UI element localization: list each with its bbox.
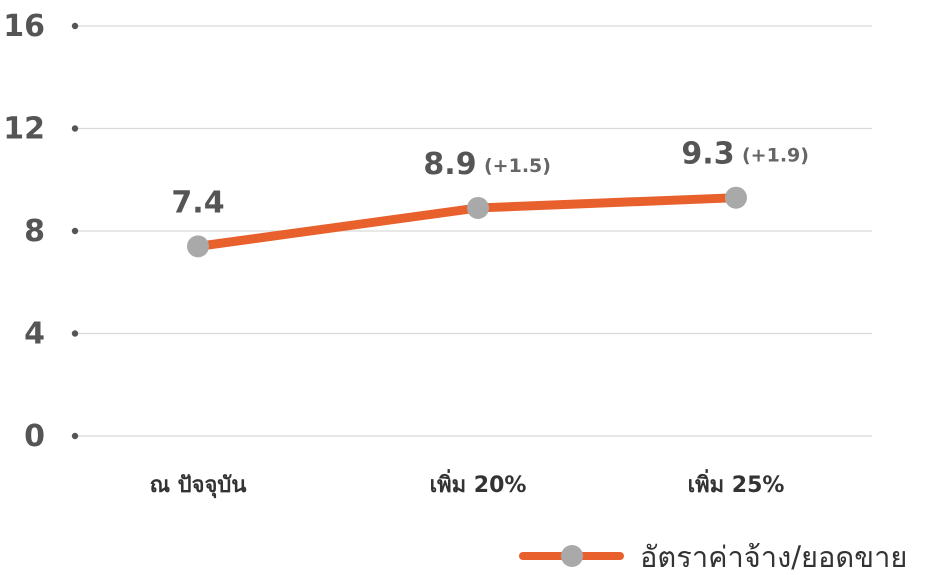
- x-tick-label: ณ ปัจจุบัน: [150, 473, 247, 499]
- y-tick-dot: [71, 125, 79, 132]
- y-tick-dot: [71, 330, 79, 337]
- data-point-marker: [725, 186, 747, 209]
- x-tick-label: เพิ่ม 25%: [688, 468, 785, 498]
- legend-marker-swatch: [561, 545, 583, 567]
- data-value-label: 7.4: [171, 185, 224, 220]
- y-tick-dot: [71, 432, 79, 440]
- y-tick-label: 12: [3, 112, 45, 147]
- y-tick-dot: [71, 22, 79, 30]
- data-point-marker: [187, 235, 209, 258]
- y-tick-label: 0: [24, 419, 45, 454]
- data-labels: 7.4 8.9 (+1.5) 9.3 (+1.9): [171, 137, 809, 221]
- y-tick-dot: [71, 227, 79, 235]
- series-line: [187, 186, 747, 258]
- y-tick-label: 4: [24, 317, 45, 352]
- x-tick-label: เพิ่ม 20%: [430, 468, 527, 498]
- y-tick-label: 8: [24, 214, 45, 249]
- gridlines: [75, 25, 872, 437]
- x-axis-labels: ณ ปัจจุบัน เพิ่ม 20% เพิ่ม 25%: [150, 468, 785, 499]
- data-delta-label: (+1.5): [484, 155, 551, 177]
- legend: อัตราค่าจ้าง/ยอดขาย: [519, 540, 907, 574]
- y-axis-ticks: 0 4 8 12 16: [3, 9, 79, 454]
- data-point-marker: [467, 196, 489, 219]
- series-line-path: [193, 193, 741, 251]
- y-tick-label: 16: [3, 9, 45, 44]
- legend-label: อัตราค่าจ้าง/ยอดขาย: [640, 540, 907, 574]
- data-value-label: 9.3: [681, 137, 734, 172]
- data-value-label: 8.9: [423, 147, 476, 182]
- data-delta-label: (+1.9): [742, 145, 809, 167]
